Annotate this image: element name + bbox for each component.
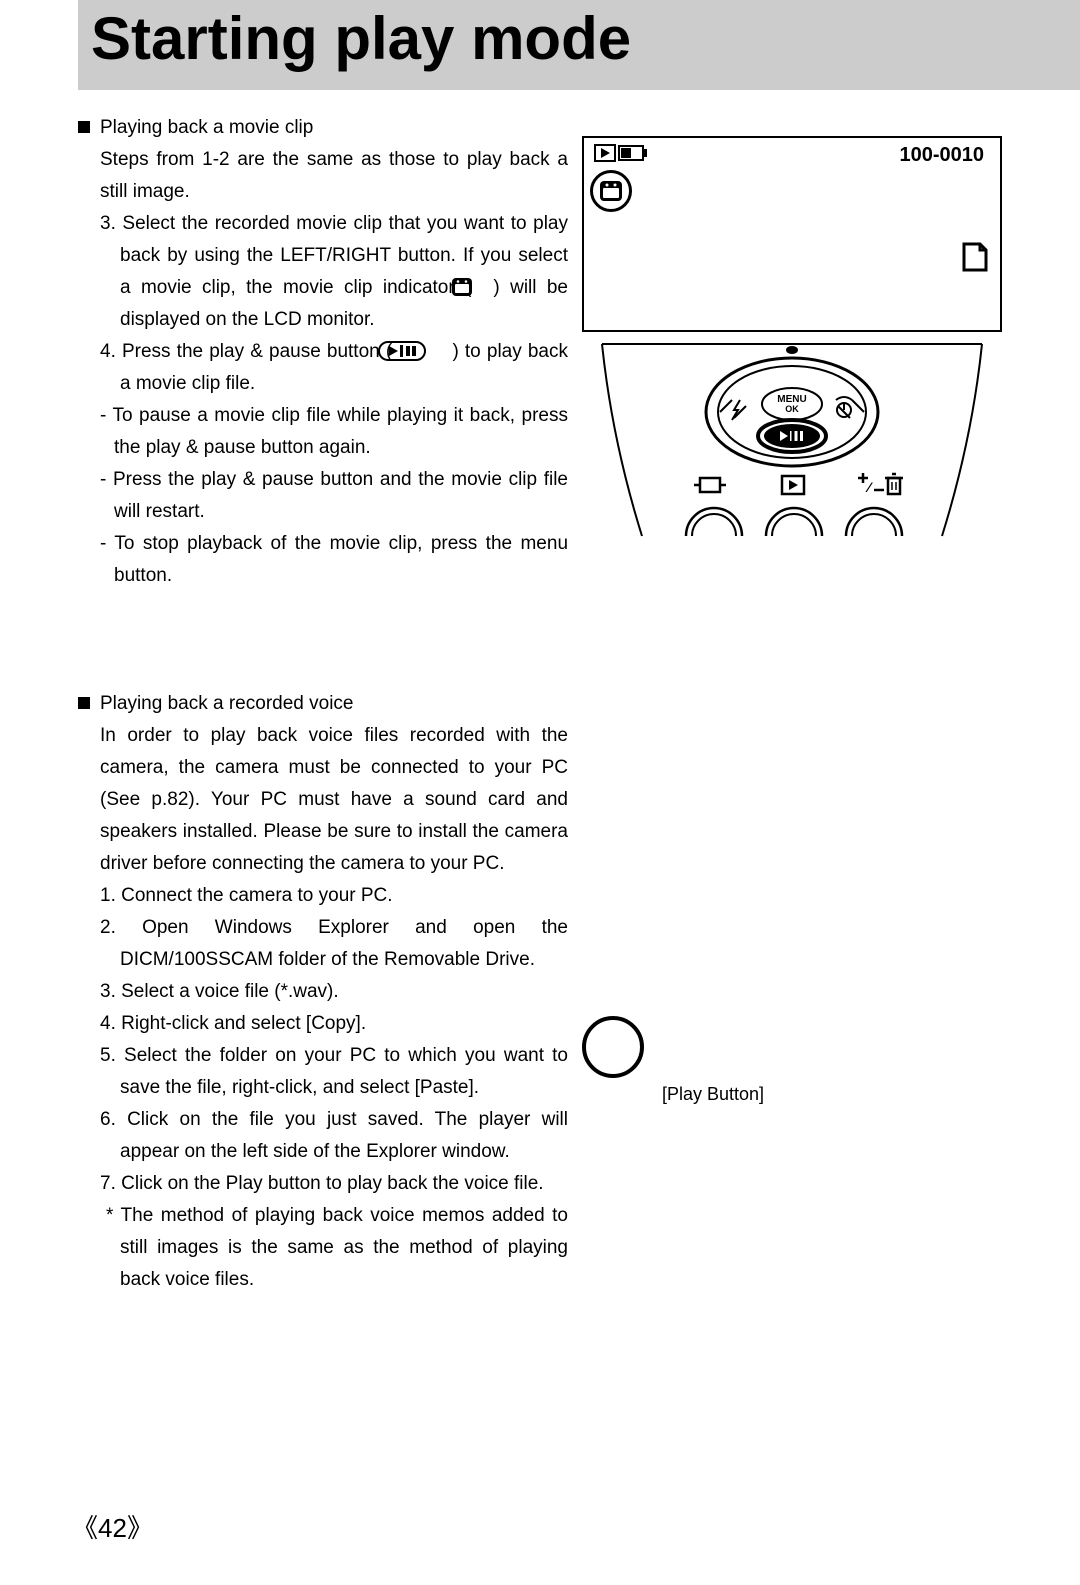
movie-clip-indicator-icon [599,180,623,202]
step-3: 3. Select the recorded movie clip that y… [120,208,568,336]
play-button-figure [582,1016,644,1078]
movie-clip-icon [471,276,493,296]
file-counter: 100-0010 [899,144,984,167]
steps-movie: 3. Select the recorded movie clip that y… [100,208,568,400]
play-pause-icon [398,340,446,360]
note3: To stop playback of the movie clip, pres… [114,528,568,592]
memory-card-icon [962,242,988,277]
v-step-5: 5. Select the folder on your PC to which… [120,1040,568,1104]
v-step-7: 7. Click on the Play button to play back… [120,1168,568,1200]
v-step-2: 2. Open Windows Explorer and open the DI… [120,912,568,976]
movie-indicator-highlight [590,170,632,212]
voice-footnote: * The method of playing back voice memos… [120,1200,568,1296]
lcd-screen-figure: 100-0010 [582,136,1002,332]
battery-icon [618,145,648,161]
step4-part1: 4. Press the play & pause button ( [100,341,398,362]
svg-text:⁄: ⁄ [865,479,873,495]
v-step-4: 4. Right-click and select [Copy]. [120,1008,568,1040]
play-mode-icon [594,144,616,162]
v-step-6: 6. Click on the file you just saved. The… [120,1104,568,1168]
ok-label: OK [785,404,799,414]
lcd-status-icons [594,144,648,162]
step-4: 4. Press the play & pause button ( ) to … [120,336,568,400]
v-step-1: 1. Connect the camera to your PC. [120,880,568,912]
v-step-3: 3. Select a voice file (*.wav). [120,976,568,1008]
play-button-caption: [Play Button] [662,1084,764,1105]
note2: Press the play & pause button and the mo… [114,464,568,528]
intro-movie: Steps from 1-2 are the same as those to … [100,144,568,208]
manual-page: Starting play mode Playing back a movie … [0,0,1080,1585]
page-number: 《42》 [72,1508,153,1545]
camera-controls-figure: MENU OK ⁄ [582,340,1002,528]
page-number-value: 42 [98,1513,127,1543]
intro-voice: In order to play back voice files record… [100,720,568,880]
steps-voice: 1. Connect the camera to your PC. 2. Ope… [100,880,568,1200]
subhead-voice: Playing back a recorded voice [78,688,568,720]
body-text: Playing back a movie clip Steps from 1-2… [78,112,568,1296]
notes-movie: To pause a movie clip file while playing… [100,400,568,592]
page-title: Starting play mode [91,4,631,73]
note1: To pause a movie clip file while playing… [114,400,568,464]
subhead-movie: Playing back a movie clip [78,112,568,144]
